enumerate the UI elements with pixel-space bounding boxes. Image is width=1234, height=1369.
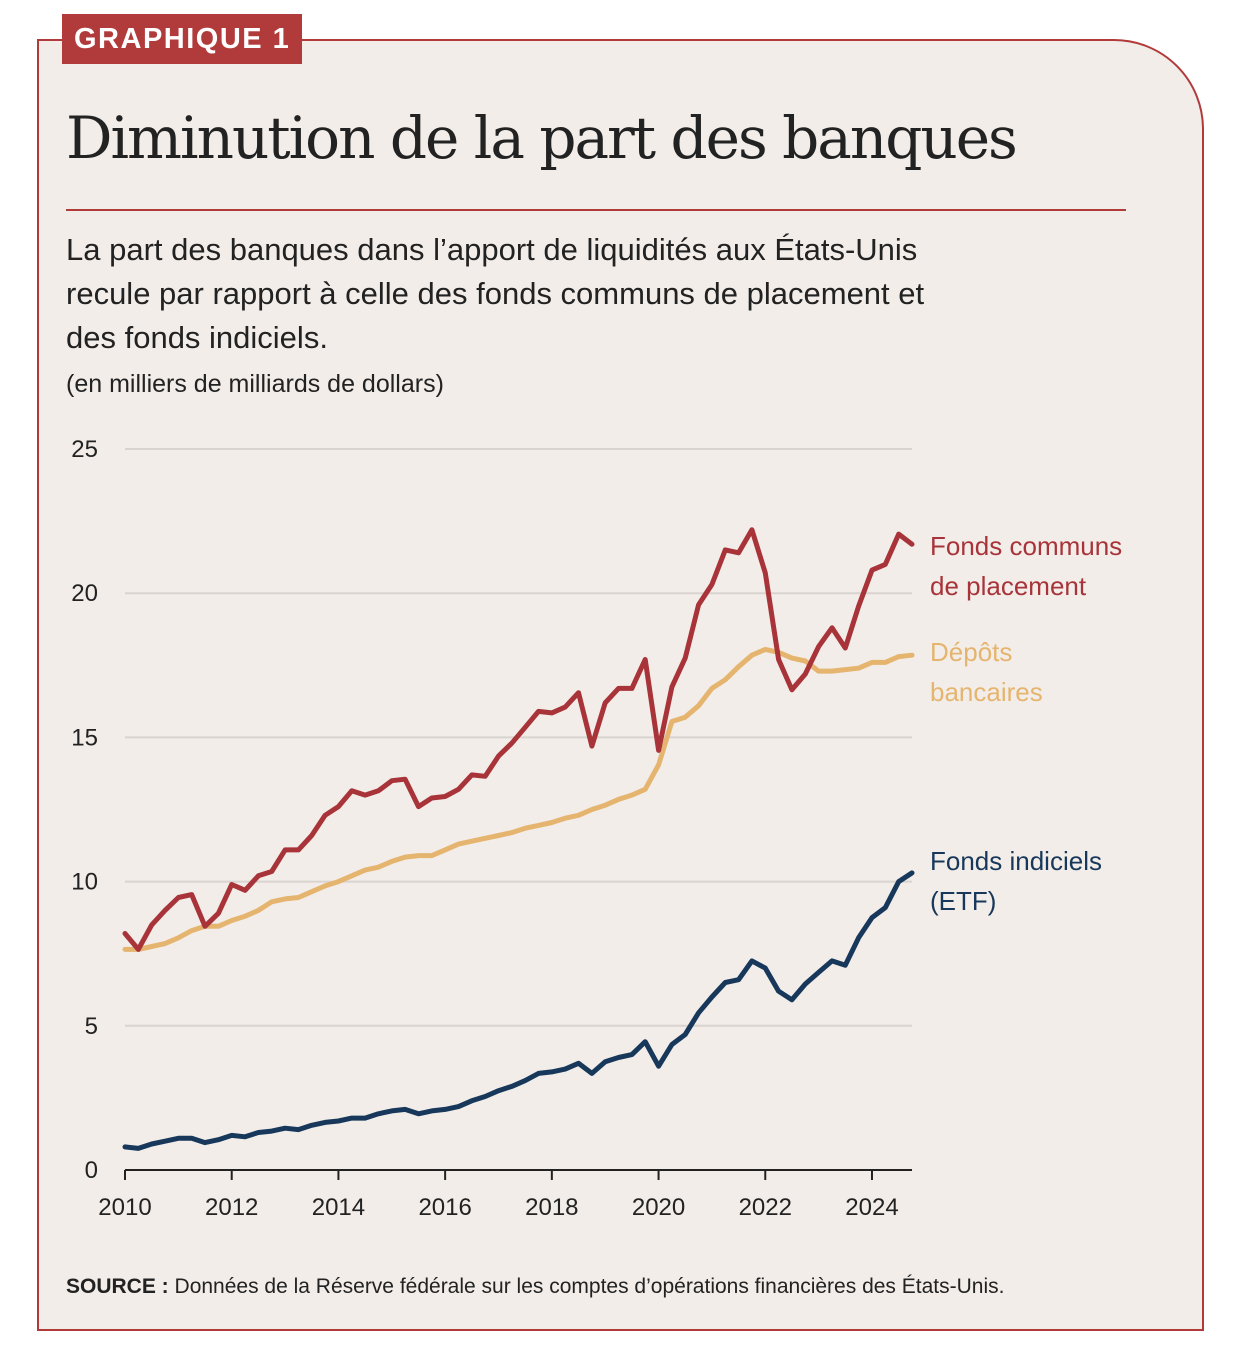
x-tick-label: 2018 xyxy=(525,1194,578,1221)
x-tick-label: 2014 xyxy=(312,1194,365,1221)
chart-card xyxy=(37,39,1204,1331)
series-label-0: Fonds communs xyxy=(930,531,1122,561)
source-label: SOURCE : xyxy=(66,1275,169,1298)
series-lines xyxy=(122,527,915,1151)
y-tick-label: 20 xyxy=(71,580,98,607)
source-note: SOURCE : Données de la Réserve fédérale … xyxy=(66,1275,1004,1299)
chart-subtitle: La part des banques dans l’apport de liq… xyxy=(66,232,925,355)
series-line-1 xyxy=(122,646,915,952)
y-tick-label: 10 xyxy=(71,869,98,896)
title-divider xyxy=(66,209,1126,211)
series-line-0 xyxy=(122,527,915,952)
x-tick-label: 2024 xyxy=(845,1194,898,1221)
series-labels: Fonds communs de placement Dépôts bancaires… xyxy=(930,531,1122,916)
y-tick-label: 15 xyxy=(71,724,98,751)
y-tick-label: 0 xyxy=(85,1157,98,1184)
series-label-2: Fonds indiciels xyxy=(930,846,1102,876)
x-tick-label: 2010 xyxy=(98,1194,151,1221)
y-tick-label: 5 xyxy=(85,1013,98,1040)
series-label-0: de placement xyxy=(930,571,1087,601)
units-label: (en milliers de milliards de dollars) xyxy=(66,370,444,398)
series-label-2: (ETF) xyxy=(930,886,996,916)
x-tick-label: 2020 xyxy=(632,1194,685,1221)
chart-number-badge: GRAPHIQUE 1 xyxy=(62,14,303,64)
series-label-1: bancaires xyxy=(930,677,1043,707)
chart-title: Diminution de la part des banques xyxy=(66,104,1018,172)
x-tick-label: 2012 xyxy=(205,1194,258,1221)
x-tick-label: 2022 xyxy=(739,1194,792,1221)
x-tick-label: 2016 xyxy=(418,1194,471,1221)
source-text: Données de la Réserve fédérale sur les c… xyxy=(168,1275,1005,1298)
axes: 0 5 10 15 20 25 2010 2012 2014 2016 2018 2020 2022 20… xyxy=(71,436,912,1221)
y-tick-label: 25 xyxy=(71,436,98,463)
series-label-1: Dépôts xyxy=(930,637,1012,667)
series-line-2 xyxy=(122,870,915,1151)
